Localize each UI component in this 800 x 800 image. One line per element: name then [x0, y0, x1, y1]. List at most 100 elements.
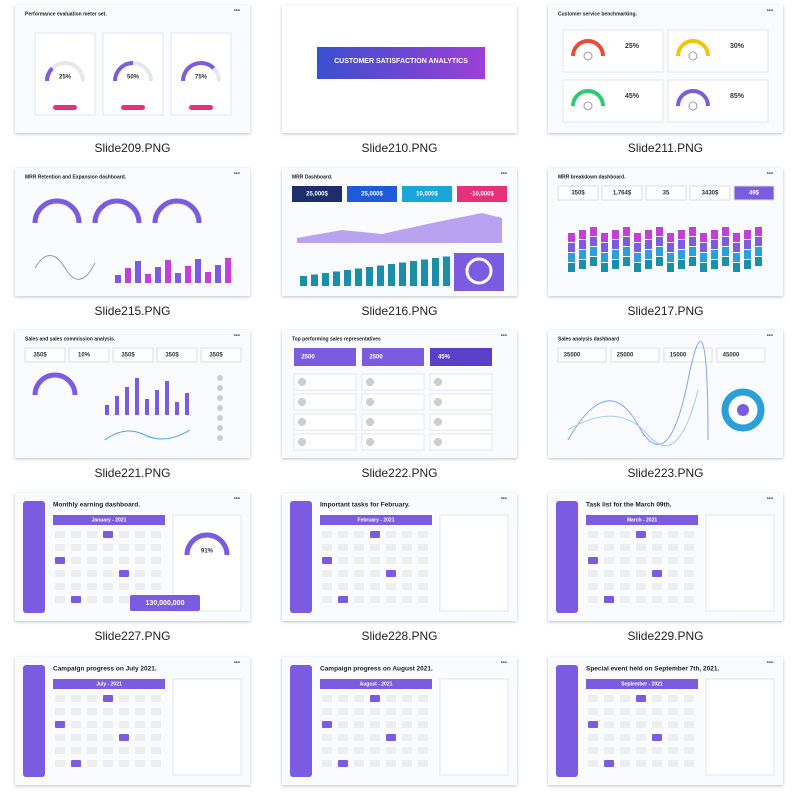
bar-seg	[568, 243, 575, 252]
day-cell	[668, 721, 678, 728]
day-cell	[418, 557, 428, 564]
slide-thumbnail[interactable]: Important tasks for February. ••• February…	[282, 493, 517, 621]
gauge-arc	[45, 66, 54, 82]
card	[562, 79, 664, 123]
day-cell	[370, 760, 380, 767]
slide-thumbnail[interactable]: MRR Retention and Expansion dashboard. ••…	[15, 168, 250, 296]
side-panel	[705, 514, 775, 612]
slide-thumbnail[interactable]: MRR breakdown dashboard. ••• 350$ 1,764$ 35 3…	[548, 168, 783, 296]
avatar	[434, 438, 442, 446]
avatar	[366, 378, 374, 386]
day-cell	[636, 531, 646, 538]
day-cell	[87, 544, 97, 551]
day-cell	[87, 596, 97, 603]
avatar	[298, 438, 306, 446]
bar	[185, 393, 189, 415]
day-cell	[418, 760, 428, 767]
day-cell	[354, 596, 364, 603]
slide-label: August - 2021	[360, 681, 393, 687]
slide-thumbnail[interactable]: Top performing sales representatives ••• 2…	[282, 330, 517, 458]
day-cell	[620, 557, 630, 564]
slide-label: 130,000,000	[146, 600, 185, 607]
day-cell	[386, 531, 396, 538]
slide-thumbnail[interactable]: CUSTOMER SATISFACTION ANALYTICS	[282, 5, 517, 133]
day-cell	[354, 544, 364, 551]
slide-thumbnail[interactable]: MRR Dashboard. ••• 25,000$ 25,000$ 10,000$ -1…	[282, 168, 517, 296]
day-cell	[418, 583, 428, 590]
day-cell	[684, 596, 694, 603]
slide-label: 45%	[625, 93, 640, 100]
bar-seg	[612, 260, 619, 269]
day-cell	[338, 570, 348, 577]
day-cell	[370, 544, 380, 551]
day-cell	[636, 596, 646, 603]
day-cell	[588, 531, 598, 538]
day-cell	[87, 721, 97, 728]
gauge	[92, 198, 142, 224]
slide-label: 85%	[730, 93, 745, 100]
slide-thumbnail[interactable]: Task list for the March 09th. ••• March - …	[548, 493, 783, 621]
avatar	[217, 395, 223, 401]
day-cell	[119, 583, 129, 590]
slide-thumbnail[interactable]: Performance evaluation meter set. ••• 25% 5…	[15, 5, 250, 133]
slide-label: -10,000$	[470, 192, 494, 198]
day-cell	[354, 557, 364, 564]
slide-thumbnail[interactable]: Sales and sales commission analysis. ••• 3…	[15, 330, 250, 458]
slide-thumbnail[interactable]: Sales analysis dashboard ••• 35000 25000 150…	[548, 330, 783, 458]
slide-preview: Special event held on September 7th, 202…	[556, 661, 775, 777]
day-cell	[636, 544, 646, 551]
day-cell	[87, 531, 97, 538]
bar-seg	[722, 257, 729, 266]
card	[667, 79, 769, 123]
day-cell	[668, 734, 678, 741]
slide-thumbnail[interactable]: Campaign progress on August 2021. ••• Augu…	[282, 657, 517, 785]
day-cell	[604, 760, 614, 767]
day-cell	[588, 695, 598, 702]
day-cell	[370, 695, 380, 702]
gauge	[152, 198, 202, 224]
slide-title: Performance evaluation meter set.	[25, 11, 107, 17]
slide-label: 350$	[209, 353, 223, 359]
bar-seg	[623, 227, 630, 236]
day-cell	[151, 747, 161, 754]
day-cell	[386, 747, 396, 754]
day-cell	[402, 557, 412, 564]
bar-seg	[634, 253, 641, 262]
day-cell	[354, 747, 364, 754]
bar-seg	[623, 257, 630, 266]
day-cell	[370, 734, 380, 741]
slide-label: 91%	[201, 549, 214, 555]
kpi-box	[733, 185, 775, 201]
value-box	[130, 595, 200, 611]
day-cell	[668, 596, 678, 603]
bar	[410, 261, 417, 286]
day-cell	[620, 596, 630, 603]
day-cell	[684, 734, 694, 741]
slide-thumbnail[interactable]: Monthly earning dashboard. ••• January - 2…	[15, 493, 250, 621]
day-cell	[652, 734, 662, 741]
day-cell	[604, 570, 614, 577]
day-cell	[338, 695, 348, 702]
bar-seg	[755, 227, 762, 236]
avatar	[298, 378, 306, 386]
day-cell	[55, 695, 65, 702]
slide-label: February - 2021	[358, 517, 395, 523]
day-cell	[370, 531, 380, 538]
day-cell	[652, 695, 662, 702]
slide-thumbnail[interactable]: Campaign progress on July 2021. ••• July -…	[15, 657, 250, 785]
bar	[205, 272, 211, 283]
menu-dots: •••	[767, 334, 773, 340]
day-cell	[338, 760, 348, 767]
day-cell	[370, 583, 380, 590]
file-caption: Slide228.PNG	[361, 629, 438, 643]
day-cell	[636, 747, 646, 754]
slide-thumbnail[interactable]: Customer service benchmarking. ••• 25% 30% 4…	[548, 5, 783, 133]
bar	[366, 267, 373, 286]
day-cell	[386, 721, 396, 728]
day-cell	[151, 708, 161, 715]
day-cell	[402, 721, 412, 728]
day-cell	[322, 557, 332, 564]
card	[34, 32, 96, 116]
slide-thumbnail[interactable]: Special event held on September 7th, 202…	[548, 657, 783, 785]
day-cell	[588, 760, 598, 767]
